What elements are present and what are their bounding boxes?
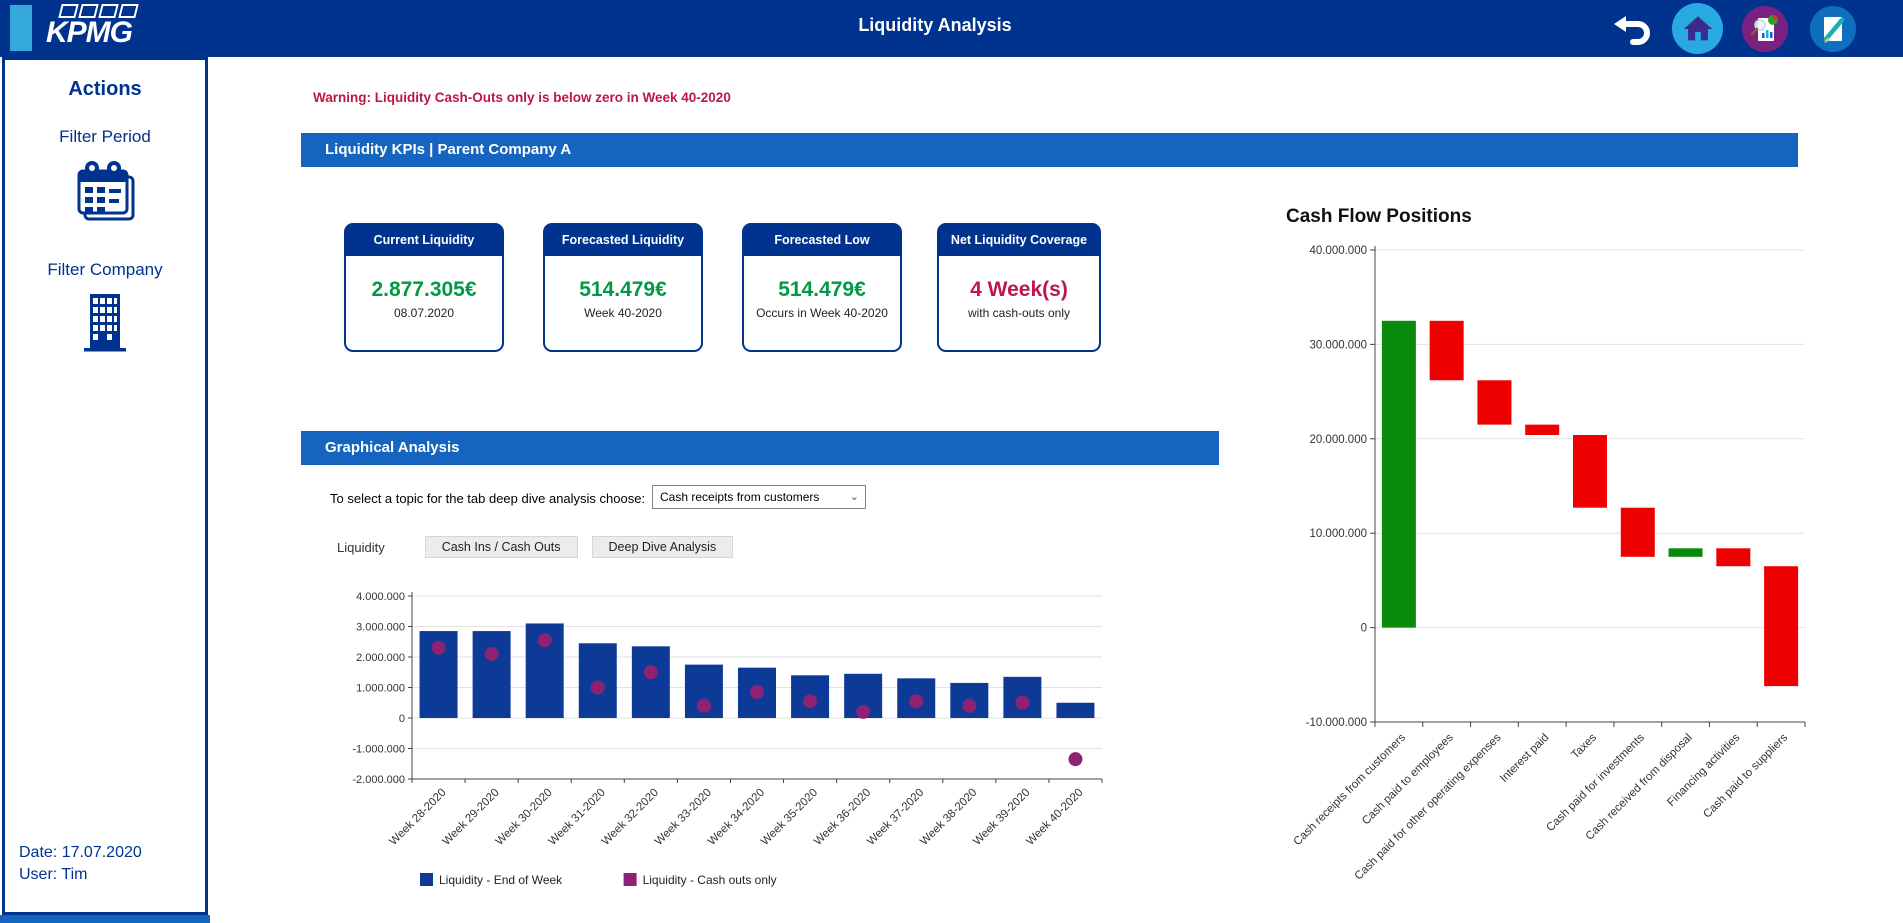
svg-text:Cash paid to employees: Cash paid to employees [1360,731,1456,827]
sidebar-item-filter-company[interactable]: Filter Company [5,260,205,363]
kpi-title: Forecasted Liquidity [545,225,701,256]
svg-text:Week 34-2020: Week 34-2020 [706,787,767,848]
svg-text:Interest paid: Interest paid [1498,732,1551,785]
footer-user: User: Tim [19,866,88,883]
kpi-value: 2.877.305€ [371,278,477,301]
svg-text:Week 33-2020: Week 33-2020 [653,787,714,848]
svg-text:0: 0 [399,713,405,725]
topic-select[interactable]: Cash receipts from customers ⌄ [652,485,866,509]
svg-text:2.000.000: 2.000.000 [356,652,405,664]
kpi-subtitle: Occurs in Week 40-2020 [756,306,888,320]
kpi-value: 4 Week(s) [970,278,1068,301]
undo-icon[interactable] [1612,10,1652,50]
kpi-card-forecasted-liquidity: Forecasted Liquidity 514.479€ Week 40-20… [543,223,703,352]
tab-liquidity[interactable]: Liquidity [337,539,385,555]
svg-text:Cash paid for investments: Cash paid for investments [1544,731,1647,834]
footer-date: Date: 17.07.2020 [19,844,142,861]
graphical-analysis-section-header: Graphical Analysis [301,431,1219,465]
svg-text:3.000.000: 3.000.000 [356,622,405,634]
filter-period-label: Filter Period [59,127,151,146]
svg-text:Week 39-2020: Week 39-2020 [971,787,1032,848]
chart-tabs: Liquidity Cash Ins / Cash Outs Deep Dive… [333,536,747,558]
svg-text:Week 35-2020: Week 35-2020 [759,787,820,848]
liquidity-chart-svg: 4.000.000 3.000.000 2.000.000 1.000.000 0 -1.… [352,591,1103,887]
svg-text:Week 29-2020: Week 29-2020 [441,787,502,848]
brand-accent-square [10,5,32,51]
filter-company-label: Filter Company [47,260,163,279]
svg-text:Liquidity - Cash outs only: Liquidity - Cash outs only [643,873,777,887]
kpi-card-forecasted-low: Forecasted Low 514.479€ Occurs in Week 4… [742,223,902,352]
kpmg-logo-text: KPMG [46,16,133,49]
sidebar-heading: Actions [68,78,142,100]
kpmg-logo: KPMG [46,4,166,48]
report-analysis-icon[interactable] [1742,6,1788,52]
cashflow-waterfall-chart: 40.000.000 30.000.000 20.000.000 10.000.000… [1280,236,1903,922]
svg-text:1.000.000: 1.000.000 [356,683,405,695]
svg-text:-2.000.000: -2.000.000 [352,774,405,786]
svg-text:Week 38-2020: Week 38-2020 [918,787,979,848]
svg-text:0: 0 [1361,623,1367,635]
svg-text:-10.000.000: -10.000.000 [1306,717,1367,729]
topic-select-value: Cash receipts from customers [660,490,820,504]
svg-text:4.000.000: 4.000.000 [356,591,405,603]
edit-icon[interactable] [1810,6,1856,52]
sidebar-bottom-strip [0,915,210,923]
kpi-card-current-liquidity: Current Liquidity 2.877.305€ 08.07.2020 [344,223,504,352]
page-title: Liquidity Analysis [858,15,1012,35]
kpi-value: 514.479€ [579,278,667,301]
kpi-value: 514.479€ [778,278,866,301]
svg-text:Cash paid to suppliers: Cash paid to suppliers [1701,731,1790,820]
svg-text:Week 30-2020: Week 30-2020 [494,787,555,848]
svg-text:Week 37-2020: Week 37-2020 [865,787,926,848]
chevron-down-icon: ⌄ [849,491,859,503]
svg-text:Week 31-2020: Week 31-2020 [547,787,608,848]
kpi-subtitle: Week 40-2020 [584,306,662,320]
svg-text:40.000.000: 40.000.000 [1309,245,1367,257]
svg-text:30.000.000: 30.000.000 [1309,339,1367,351]
svg-text:Week 32-2020: Week 32-2020 [600,787,661,848]
kpi-card-net-liquidity-coverage: Net Liquidity Coverage 4 Week(s) with ca… [937,223,1101,352]
home-icon[interactable] [1672,3,1723,54]
svg-text:Taxes: Taxes [1569,731,1599,761]
cashflow-chart-title: Cash Flow Positions [1286,206,1472,227]
kpi-title: Forecasted Low [744,225,900,256]
kpi-title: Net Liquidity Coverage [939,225,1099,256]
warning-message: Warning: Liquidity Cash-Outs only is bel… [313,90,731,105]
tab-cash-ins-cash-outs[interactable]: Cash Ins / Cash Outs [424,536,578,558]
svg-text:Week 28-2020: Week 28-2020 [387,787,448,848]
building-icon[interactable] [5,288,205,363]
kpi-subtitle: with cash-outs only [967,306,1071,320]
svg-text:Week 36-2020: Week 36-2020 [812,787,873,848]
svg-text:-1.000.000: -1.000.000 [352,744,405,756]
top-bar: KPMG Liquidity Analysis [0,0,1903,57]
topic-select-label: To select a topic for the tab deep dive … [330,491,646,506]
sidebar: Actions Filter Period Filter Company [2,57,208,915]
tab-deep-dive-analysis[interactable]: Deep Dive Analysis [591,536,734,558]
sidebar-item-filter-period[interactable]: Filter Period [5,127,205,234]
cashflow-chart-svg: 40.000.000 30.000.000 20.000.000 10.000.000… [1292,245,1806,883]
calendar-icon[interactable] [5,155,205,234]
svg-text:20.000.000: 20.000.000 [1309,434,1367,446]
kpi-title: Current Liquidity [346,225,502,256]
svg-text:Week 40-2020: Week 40-2020 [1024,787,1085,848]
kpi-subtitle: 08.07.2020 [393,306,455,320]
kpi-section-header: Liquidity KPIs | Parent Company A [301,133,1798,167]
svg-text:Liquidity - End of Week: Liquidity - End of Week [439,873,563,887]
liquidity-bar-chart: 4.000.000 3.000.000 2.000.000 1.000.000 0 -1.… [350,583,1130,913]
svg-text:10.000.000: 10.000.000 [1309,528,1367,540]
